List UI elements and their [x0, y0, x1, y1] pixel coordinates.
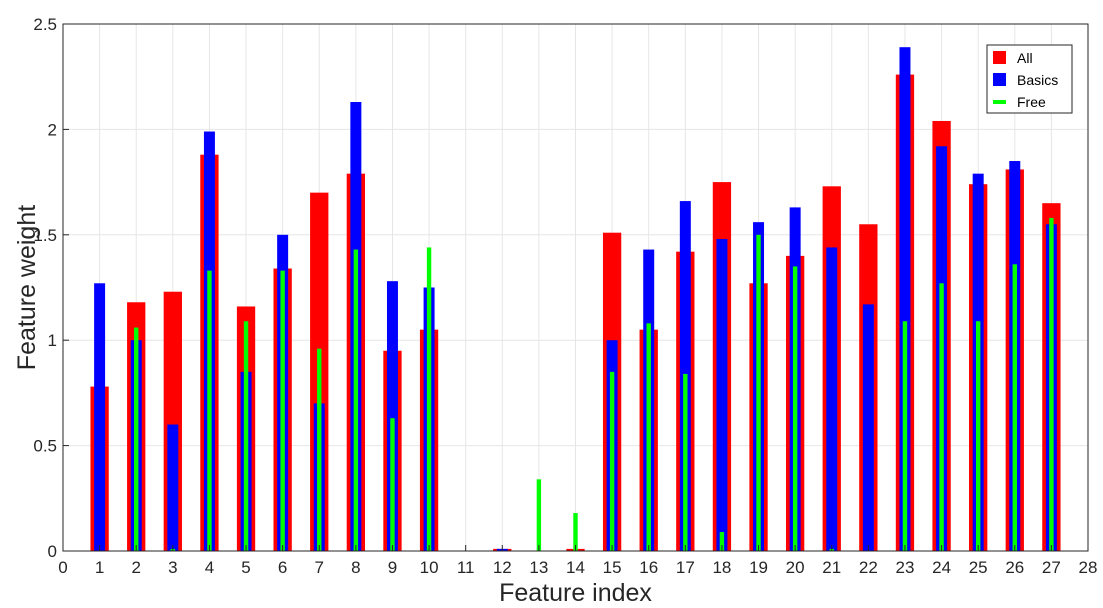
x-tick-label: 11	[457, 558, 475, 577]
y-tick-label: 1	[48, 331, 57, 350]
bar-free-13	[536, 479, 542, 551]
bar-free-9	[390, 418, 395, 551]
legend-label-basics: Basics	[1017, 72, 1058, 88]
x-tick-label: 27	[1042, 558, 1061, 577]
x-tick-label: 28	[1079, 558, 1098, 577]
bar-free-7	[317, 348, 322, 551]
y-tick-label: 1.5	[33, 226, 57, 245]
x-tick-label: 5	[241, 558, 250, 577]
bar-free-14	[573, 513, 578, 551]
bar-free-4	[207, 270, 212, 551]
x-tick-label: 20	[786, 558, 805, 577]
bar-basics-1	[94, 283, 106, 551]
x-tick-label: 7	[315, 558, 324, 577]
x-tick-label: 3	[168, 558, 177, 577]
y-axis-label: Feature weight	[13, 205, 41, 370]
x-axis-ticks: 0 1 2 3 4 5 6 7 8 9 10 11 12 13 14 15 16 17 18 19 20 21 22 23 24…	[58, 545, 1097, 577]
bar-free-2	[134, 327, 139, 551]
legend-swatch-free	[993, 100, 1006, 104]
x-tick-label: 26	[1005, 558, 1024, 577]
x-tick-label: 0	[58, 558, 67, 577]
x-tick-label: 1	[95, 558, 104, 577]
x-tick-label: 17	[676, 558, 695, 577]
bars	[90, 47, 1061, 552]
bar-free-27	[1049, 217, 1054, 551]
bar-basics-22	[862, 304, 874, 551]
x-tick-label: 9	[388, 558, 397, 577]
x-tick-label: 15	[603, 558, 622, 577]
x-tick-label: 2	[131, 558, 140, 577]
x-tick-label: 21	[822, 558, 841, 577]
bar-free-26	[1012, 264, 1017, 551]
x-tick-label: 6	[278, 558, 287, 577]
bar-free-24	[939, 283, 944, 551]
bar-free-10	[426, 247, 432, 551]
legend: All Basics Free	[986, 44, 1073, 114]
x-tick-label: 8	[351, 558, 360, 577]
x-tick-label: 16	[639, 558, 658, 577]
bar-free-6	[280, 270, 285, 551]
bar-free-18	[719, 532, 725, 551]
legend-swatch-all	[993, 51, 1006, 64]
y-tick-label: 0.5	[33, 437, 57, 456]
x-tick-label: 13	[529, 558, 548, 577]
bar-basics-18	[716, 239, 728, 552]
bar-free-15	[609, 371, 615, 551]
legend-label-free: Free	[1017, 94, 1046, 110]
legend-label-all: All	[1017, 50, 1033, 66]
bar-free-25	[975, 321, 981, 551]
bar-basics-3	[167, 424, 179, 551]
x-tick-label: 23	[896, 558, 915, 577]
x-tick-label: 19	[749, 558, 768, 577]
legend-swatch-basics	[993, 73, 1006, 86]
bar-free-20	[792, 266, 798, 551]
x-tick-label: 25	[969, 558, 988, 577]
x-tick-label: 24	[932, 558, 951, 577]
x-tick-label: 10	[420, 558, 439, 577]
bar-free-17	[683, 373, 688, 551]
bar-basics-23	[899, 47, 911, 552]
bar-free-19	[756, 234, 761, 552]
bar-basics-9	[386, 281, 398, 551]
y-axis-ticks: 0 0.5 1 1.5 2 2.5	[33, 15, 69, 561]
bar-basics-21	[826, 247, 838, 551]
bar-free-5	[243, 321, 249, 551]
x-tick-label: 18	[712, 558, 731, 577]
bar-free-23	[902, 321, 908, 551]
bar-free-16	[646, 323, 651, 551]
y-tick-label: 0	[48, 542, 57, 561]
y-tick-label: 2.5	[33, 15, 57, 34]
x-tick-label: 22	[859, 558, 878, 577]
x-tick-label: 14	[566, 558, 585, 577]
x-tick-label: 4	[205, 558, 214, 577]
x-tick-label: 12	[493, 558, 512, 577]
x-axis-label: Feature index	[499, 579, 652, 607]
y-tick-label: 2	[48, 120, 57, 139]
bar-free-8	[353, 249, 359, 551]
